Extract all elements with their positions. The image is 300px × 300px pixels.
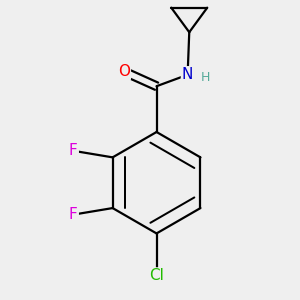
Text: H: H xyxy=(201,71,210,84)
Text: F: F xyxy=(69,143,78,158)
Text: N: N xyxy=(182,67,193,82)
Text: O: O xyxy=(118,64,130,79)
Text: Cl: Cl xyxy=(149,268,164,284)
Text: F: F xyxy=(69,207,78,222)
